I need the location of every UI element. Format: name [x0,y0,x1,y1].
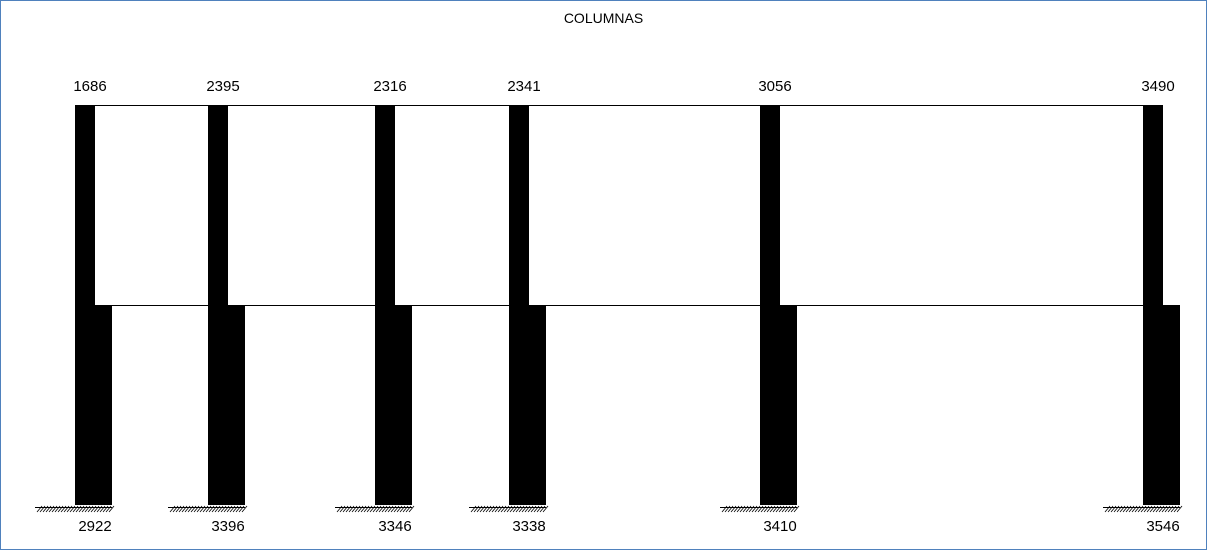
columns-group: 1686 2922 2395 3396 2316 3346 2341 3338 3056 3410… [35,78,1183,535]
column-top-label: 3490 [1141,78,1174,95]
support-hatch [720,505,800,513]
column-upper-bar [208,105,228,305]
column-upper-bar [1143,105,1163,305]
support-hatch [1103,505,1183,513]
column-upper-bar [375,105,395,305]
diagram-title: COLUMNAS [563,10,644,26]
column-bottom-label: 2922 [78,518,111,535]
column-upper-bar [760,105,780,305]
column-lower-bar [208,305,245,505]
column-top-label: 3056 [758,78,791,95]
support-hatch [35,505,115,513]
support-hatch [168,505,248,513]
support-hatch [469,505,549,513]
column-top-label: 2316 [373,78,406,95]
column-bottom-label: 3346 [378,518,411,535]
column-bottom-label: 3396 [211,518,244,535]
column-lower-bar [375,305,412,505]
column-top-label: 2395 [206,78,239,95]
column-lower-bar [75,305,112,505]
column-upper-bar [509,105,529,305]
support-hatch [335,505,415,513]
column-bottom-label: 3410 [763,518,796,535]
column-lower-bar [760,305,797,505]
column-lower-bar [509,305,546,505]
column-top-label: 1686 [73,78,106,95]
column-bottom-label: 3338 [512,518,545,535]
column-top-label: 2341 [507,78,540,95]
column-bottom-label: 3546 [1146,518,1179,535]
column-upper-bar [75,105,95,305]
column-lower-bar [1143,305,1180,505]
